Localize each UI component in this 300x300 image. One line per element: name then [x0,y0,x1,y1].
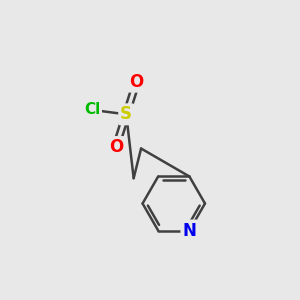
Text: N: N [182,221,196,239]
Text: Cl: Cl [84,102,100,117]
Text: O: O [109,138,123,156]
Text: O: O [130,73,144,91]
Text: S: S [120,105,132,123]
